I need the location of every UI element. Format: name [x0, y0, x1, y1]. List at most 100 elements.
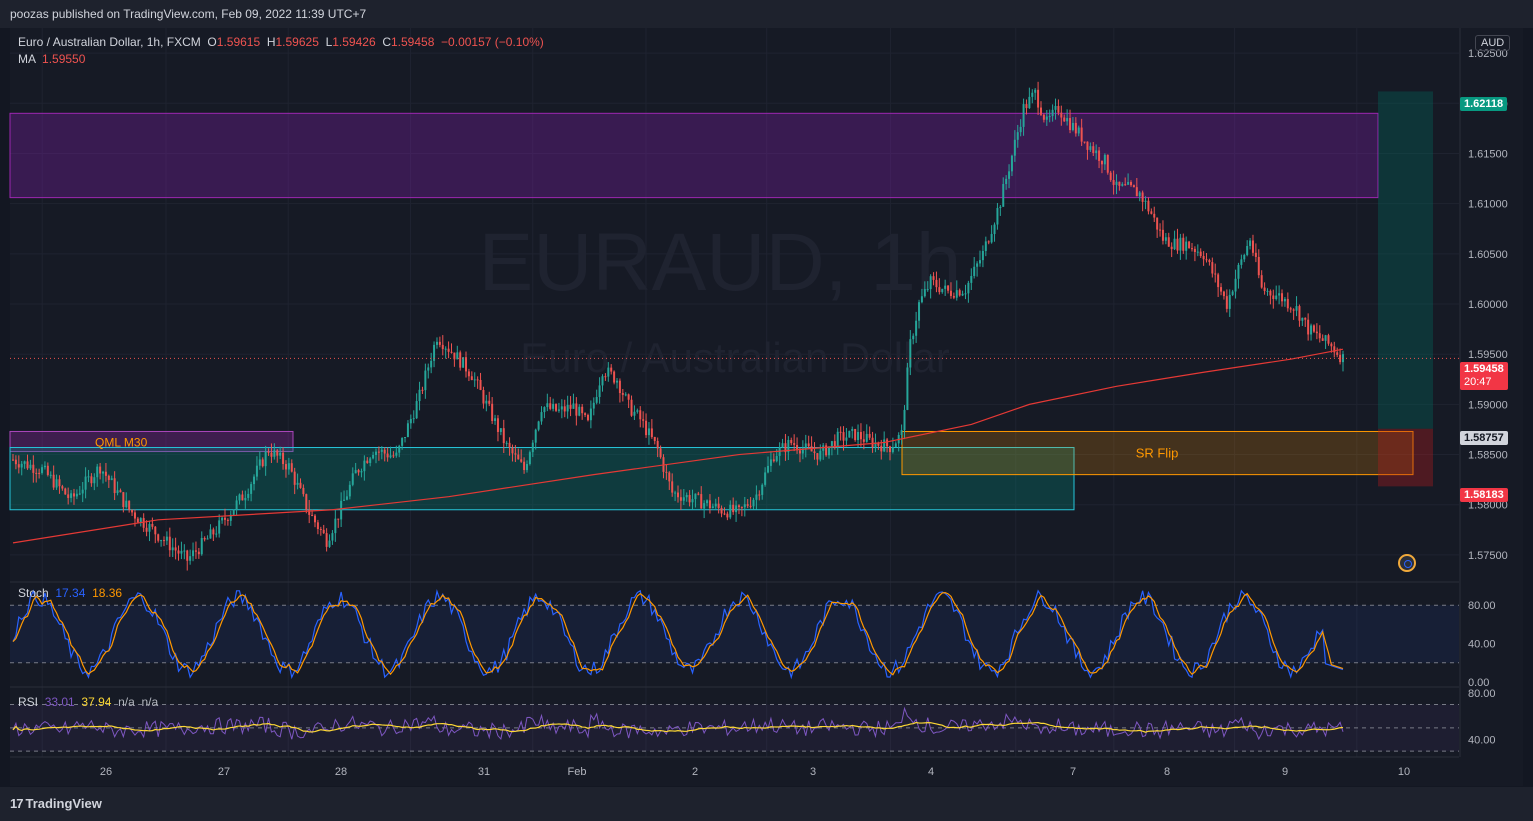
candle-body — [1327, 335, 1330, 344]
candle-body — [1080, 127, 1083, 142]
candle-body — [421, 389, 424, 391]
candle-body — [334, 518, 337, 534]
candle-body — [395, 452, 398, 456]
price-axis: 1.625001.620001.615001.610001.605001.600… — [1459, 28, 1508, 757]
rsi-extra-2: n/a — [141, 695, 159, 709]
candle-body — [401, 437, 404, 446]
candle-body — [938, 287, 941, 293]
zone-labels: QML M30 SR Flip — [95, 436, 1178, 461]
candle-body — [740, 506, 743, 508]
candle-body — [1269, 290, 1272, 296]
candle-body — [784, 443, 787, 453]
stoch-band — [10, 605, 1459, 663]
candle-body — [543, 407, 546, 413]
candle-body — [703, 503, 706, 509]
candle-body — [1205, 259, 1208, 261]
tradingview-logo[interactable]: 17 TradingView — [10, 796, 102, 811]
candle-body — [1031, 92, 1034, 97]
chart-settings-icon[interactable] — [1398, 554, 1416, 572]
candle-body — [758, 494, 761, 496]
candle-body — [1260, 275, 1263, 288]
candle-body — [139, 518, 142, 523]
candle-body — [35, 472, 38, 474]
candle-body — [215, 533, 218, 535]
candle-body — [1170, 246, 1173, 250]
candle-body — [424, 370, 427, 391]
candle-body — [970, 275, 973, 283]
candle-body — [197, 551, 200, 555]
candle-body — [610, 367, 613, 372]
candle-body — [1278, 293, 1281, 296]
candle-body — [859, 432, 862, 440]
candle-body — [38, 472, 41, 474]
candle-body — [372, 454, 375, 459]
candle-body — [915, 320, 918, 336]
candle-body — [659, 448, 662, 458]
candle-body — [1025, 104, 1028, 109]
candle-body — [337, 518, 340, 520]
candle-body — [566, 404, 569, 412]
candle-body — [93, 477, 96, 484]
candle-body — [697, 493, 700, 495]
candle-body — [1246, 245, 1249, 255]
candle-body — [1106, 154, 1109, 173]
rsi-tick-label: 80.00 — [1468, 688, 1496, 700]
candle-body — [308, 509, 311, 515]
candle-body — [1324, 335, 1327, 341]
candle-body — [1240, 259, 1243, 265]
candle-body — [369, 458, 372, 464]
price-tick-label: 1.59500 — [1468, 349, 1508, 361]
zone-sr-flip — [901, 430, 1414, 476]
price-tick-label: 1.58000 — [1468, 500, 1508, 512]
time-tick-label: Feb — [568, 766, 587, 778]
candle-body — [813, 451, 816, 454]
candle-body — [1321, 338, 1324, 341]
candle-body — [61, 486, 64, 489]
candle-body — [796, 444, 799, 451]
candle-body — [723, 513, 726, 515]
candle-body — [851, 429, 854, 431]
close-label: C — [382, 35, 391, 49]
candle-body — [613, 371, 616, 383]
candle-body — [43, 465, 46, 468]
candle-body — [830, 441, 833, 447]
currency-button[interactable]: AUD — [1475, 35, 1511, 51]
candle-body — [836, 431, 839, 448]
candle-body — [1095, 150, 1098, 154]
candle-body — [918, 302, 921, 321]
candle-body — [1019, 126, 1022, 133]
candle-body — [1336, 352, 1339, 355]
candle-body — [967, 282, 970, 294]
candle-body — [1057, 105, 1060, 113]
candle-body — [67, 494, 70, 498]
stoch-pane: 80.00 40.00 0.00 — [10, 581, 1496, 689]
candle-body — [1013, 139, 1016, 156]
candle-body — [639, 410, 642, 420]
candle-body — [49, 474, 52, 476]
candle-body — [154, 526, 157, 535]
candle-body — [32, 464, 35, 473]
candle-body — [1028, 96, 1031, 109]
candle-body — [767, 465, 770, 473]
candle-body — [880, 445, 883, 452]
candle-body — [616, 380, 619, 383]
candle-body — [514, 453, 517, 455]
candle-body — [947, 285, 950, 291]
ma-value: 1.59550 — [42, 52, 86, 66]
candle-body — [871, 437, 874, 448]
candle-body — [465, 357, 468, 372]
candle-body — [868, 433, 871, 438]
candle-body — [1342, 354, 1344, 363]
candle-body — [656, 440, 659, 449]
candle-body — [1249, 240, 1252, 246]
candle-body — [621, 393, 624, 395]
target-price-tag: 1.62118 — [1460, 97, 1508, 111]
candle-body — [244, 497, 247, 501]
candle-body — [569, 404, 572, 409]
candle-body — [793, 443, 796, 445]
candle-body — [636, 410, 639, 412]
candle-body — [1301, 317, 1304, 321]
candle-body — [1153, 213, 1156, 218]
candle-body — [1071, 122, 1074, 131]
